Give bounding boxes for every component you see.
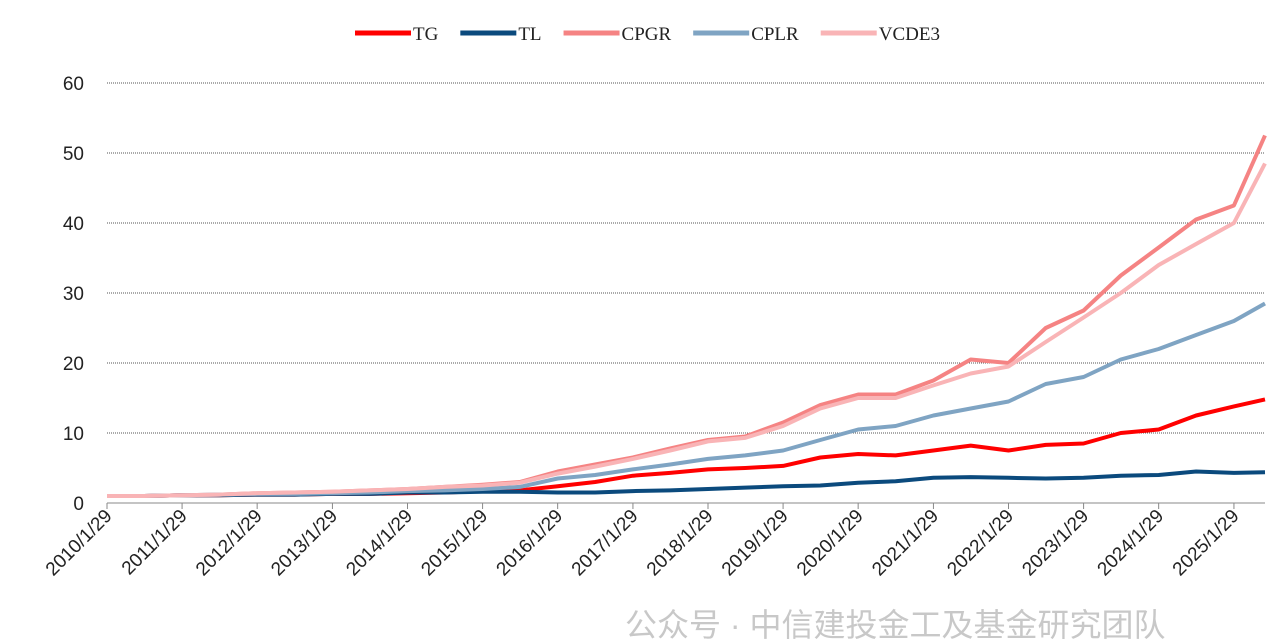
- legend-label: CPLR: [751, 24, 799, 45]
- x-tick-label: 2014/1/29: [342, 506, 417, 581]
- y-tick-label: 30: [63, 284, 84, 305]
- legend-label: CPGR: [622, 24, 672, 45]
- x-tick-label: 2015/1/29: [417, 506, 492, 581]
- x-tick-label: 2018/1/29: [643, 506, 718, 581]
- y-tick-label: 50: [63, 144, 84, 165]
- y-tick-label: 0: [73, 494, 84, 515]
- legend-label: TL: [518, 24, 541, 45]
- y-tick-label: 20: [63, 354, 84, 375]
- y-tick-label: 40: [63, 214, 84, 235]
- x-tick-label: 2011/1/29: [118, 506, 192, 580]
- x-tick-label: 2016/1/29: [493, 506, 568, 581]
- legend-label: TG: [413, 24, 439, 45]
- series-line: [107, 162, 1267, 498]
- legend: TG TL CPGR CPLR VCDE3: [355, 24, 940, 45]
- x-tick-label: 2017/1/29: [568, 506, 643, 581]
- x-tick-label: 2021/1/29: [868, 506, 943, 581]
- legend-label: VCDE3: [879, 24, 940, 45]
- x-tick-label: 2013/1/29: [267, 506, 342, 581]
- x-tick-label: 2010/1/29: [42, 506, 117, 581]
- series-line: [107, 301, 1266, 498]
- x-tick-label: 2012/1/29: [192, 506, 267, 581]
- watermark: 公众号 · 中信建投金工及基金研究团队: [625, 607, 1165, 639]
- x-tick-label: 2020/1/29: [793, 506, 868, 581]
- x-tick-label: 2024/1/29: [1094, 506, 1169, 581]
- x-tick-label: 2019/1/29: [718, 506, 793, 581]
- y-tick-label: 10: [63, 424, 84, 445]
- x-tick-label: 2025/1/29: [1169, 506, 1244, 581]
- x-tick-label: 2023/1/29: [1019, 506, 1094, 581]
- x-tick-label: 2022/1/29: [943, 506, 1018, 581]
- y-tick-label: 60: [63, 74, 84, 95]
